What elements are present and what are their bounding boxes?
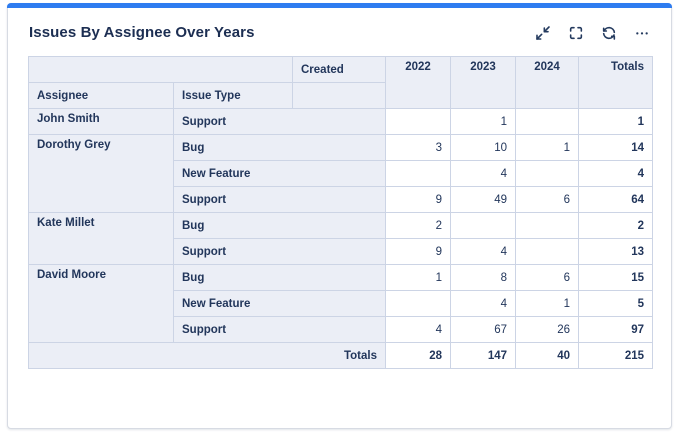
table-row: New Feature 4 1 5 [29,290,653,317]
value-cell: 9 [385,238,451,265]
value-cell: 1 [515,290,579,317]
refresh-icon[interactable] [601,25,617,41]
totals-row: Totals 28 147 40 215 [28,342,653,369]
gadget-title: Issues By Assignee Over Years [29,24,255,41]
value-cell [385,290,451,317]
row-total-cell: 1 [578,108,653,135]
column-total-cell: 40 [515,342,579,369]
totals-column-header: Totals [578,56,653,109]
row-total-cell: 15 [578,264,653,291]
issue-type-cell: Bug [173,134,386,161]
value-cell [515,238,579,265]
value-cell: 1 [385,264,451,291]
value-cell [385,160,451,187]
created-column-header: Created [292,56,386,83]
assignee-cell: Dorothy Grey [28,134,174,213]
assignee-cell: David Moore [28,264,174,343]
value-cell: 6 [515,264,579,291]
year-column-header: 2022 [385,56,451,109]
issue-type-cell: Support [173,186,386,213]
table-row: Support 4 67 26 97 [29,316,653,343]
value-cell [515,160,579,187]
header-row-labels: Assignee Issue Type [28,82,653,109]
row-total-cell: 2 [578,212,653,239]
value-cell [515,108,579,135]
issue-type-cell: Bug [173,264,386,291]
value-cell: 1 [515,134,579,161]
value-cell: 26 [515,316,579,343]
row-total-cell: 97 [578,316,653,343]
row-total-cell: 5 [578,290,653,317]
totals-row-label: Totals [28,342,386,369]
dashboard-gadget-card: Issues By Assignee Over Years [7,3,672,429]
value-cell: 4 [450,290,516,317]
issue-type-cell: Support [173,238,386,265]
table-row: Dorothy Grey Bug 3 10 1 14 [28,134,653,213]
value-cell: 67 [450,316,516,343]
table-row: David Moore Bug 1 8 6 15 [28,264,653,343]
more-options-icon[interactable] [634,25,650,41]
value-cell [385,108,451,135]
value-cell: 1 [450,108,516,135]
year-column-header: 2023 [450,56,516,109]
assignee-cell: John Smith [28,108,174,135]
year-column-header: 2024 [515,56,579,109]
value-cell: 2 [385,212,451,239]
gadget-toolbar [535,25,650,41]
value-cell: 10 [450,134,516,161]
card-accent-bar [7,3,672,8]
row-total-cell: 64 [578,186,653,213]
row-total-cell: 4 [578,160,653,187]
header-spacer-cell [28,56,293,83]
issue-type-cell: Support [173,316,386,343]
header-row-created: Created 2022 2023 2024 Totals [28,56,653,109]
issue-type-cell: New Feature [173,290,386,317]
value-cell: 6 [515,186,579,213]
table-row: Support 9 49 6 64 [29,186,653,213]
value-cell: 8 [450,264,516,291]
issue-type-cell: New Feature [173,160,386,187]
value-cell: 3 [385,134,451,161]
header-spacer-cell [292,82,386,109]
value-cell [515,212,579,239]
column-total-cell: 147 [450,342,516,369]
column-total-cell: 28 [385,342,451,369]
grand-total-cell: 215 [578,342,653,369]
assignee-column-header: Assignee [28,82,174,109]
row-total-cell: 14 [578,134,653,161]
assignee-cell: Kate Millet [28,212,174,265]
issue-type-cell: Support [173,108,386,135]
issue-type-cell: Bug [173,212,386,239]
table-row: New Feature 4 4 [29,160,653,187]
value-cell: 4 [450,238,516,265]
value-cell: 49 [450,186,516,213]
table-row: Kate Millet Bug 2 2 [28,212,653,265]
value-cell: 4 [450,160,516,187]
table-row: John Smith Support 1 1 [28,108,653,135]
value-cell [450,212,516,239]
value-cell: 4 [385,316,451,343]
pivot-table: Created 2022 2023 2024 Totals Assignee I… [28,56,653,369]
row-total-cell: 13 [578,238,653,265]
value-cell: 9 [385,186,451,213]
fullscreen-icon[interactable] [568,25,584,41]
collapse-icon[interactable] [535,25,551,41]
gadget-header: Issues By Assignee Over Years [8,4,671,56]
issue-type-column-header: Issue Type [173,82,293,109]
